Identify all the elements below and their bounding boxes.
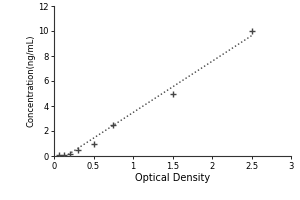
Y-axis label: Concentration(ng/mL): Concentration(ng/mL): [26, 35, 35, 127]
X-axis label: Optical Density: Optical Density: [135, 173, 210, 183]
